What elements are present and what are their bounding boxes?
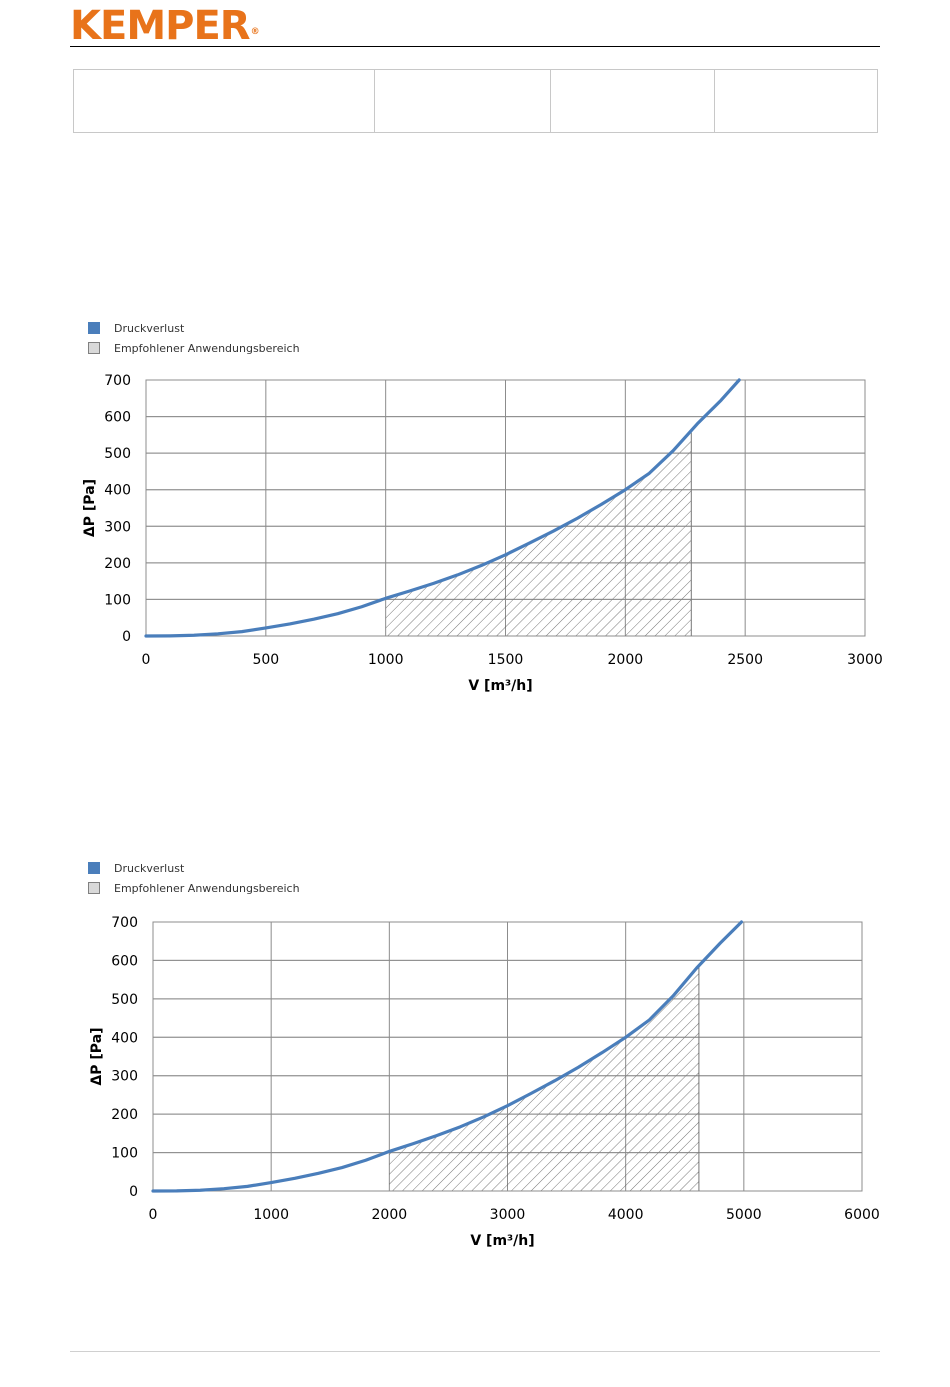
legend-item-anwendungsbereich: Empfohlener Anwendungsbereich	[88, 878, 300, 898]
legend-label: Druckverlust	[114, 321, 185, 335]
header-table-cell	[550, 69, 715, 133]
series-line-druckverlust	[151, 920, 744, 1193]
legend-item-druckverlust: Druckverlust	[88, 858, 300, 878]
y-tick-label: 400	[111, 1030, 138, 1046]
header-table-cell	[714, 69, 878, 133]
brand-name: KEMPER	[70, 3, 251, 49]
x-tick-label: 6000	[844, 1207, 880, 1223]
x-tick-label: 1500	[488, 652, 524, 668]
y-tick-label: 500	[104, 446, 131, 462]
y-tick-label: 100	[104, 592, 131, 608]
x-tick-label: 2000	[608, 652, 644, 668]
header-info-table	[73, 69, 878, 133]
recommended-range-area	[385, 430, 692, 636]
brand-logo: KEMPER®	[70, 3, 260, 49]
legend-item-anwendungsbereich: Empfohlener Anwendungsbereich	[88, 338, 300, 358]
legend-item-druckverlust: Druckverlust	[88, 318, 300, 338]
y-tick-label: 100	[111, 1146, 138, 1162]
recommended-range-area	[389, 965, 699, 1191]
chart-1-pressure-loss: 0 100 200 300 400 500 600 700 0 500 1000 1500 2000 25…	[82, 373, 883, 694]
y-tick-label: 600	[104, 410, 131, 426]
header-table-cell	[73, 69, 375, 133]
legend-swatch-area	[88, 882, 100, 894]
y-tick-label: 400	[104, 483, 131, 499]
x-tick-label: 0	[149, 1207, 158, 1223]
header-rule	[70, 46, 880, 47]
y-tick-label: 0	[129, 1184, 138, 1200]
x-axis-label: V [m³/h]	[468, 678, 532, 694]
header-table-row	[73, 69, 878, 133]
legend-swatch-line	[88, 862, 100, 874]
legend-label: Druckverlust	[114, 861, 185, 875]
x-tick-label: 3000	[847, 652, 883, 668]
x-tick-label: 3000	[490, 1207, 526, 1223]
y-tick-label: 500	[111, 992, 138, 1008]
x-tick-label: 5000	[726, 1207, 762, 1223]
header-table-cell	[374, 69, 551, 133]
x-tick-label: 1000	[253, 1207, 289, 1223]
y-tick-label: 300	[111, 1069, 138, 1085]
chart-2-pressure-loss: 0 100 200 300 400 500 600 700 0 1000 2000 3000 4000 5…	[89, 915, 880, 1249]
x-tick-label: 4000	[608, 1207, 644, 1223]
y-tick-label: 600	[111, 953, 138, 969]
x-tick-label: 1000	[368, 652, 404, 668]
x-tick-label: 0	[142, 652, 151, 668]
y-tick-label: 0	[122, 629, 131, 645]
legend-label: Empfohlener Anwendungsbereich	[114, 341, 300, 355]
series-line-druckverlust	[144, 378, 741, 638]
y-axis-label: ΔP [Pa]	[82, 479, 98, 537]
footer-rule	[70, 1351, 880, 1352]
y-tick-label: 200	[104, 556, 131, 572]
registered-mark: ®	[250, 27, 260, 37]
x-tick-label: 2500	[727, 652, 763, 668]
y-tick-label: 300	[104, 519, 131, 535]
legend-swatch-line	[88, 322, 100, 334]
chart-1-legend: Druckverlust Empfohlener Anwendungsberei…	[88, 318, 300, 358]
legend-swatch-area	[88, 342, 100, 354]
y-axis-label: ΔP [Pa]	[89, 1027, 105, 1085]
legend-label: Empfohlener Anwendungsbereich	[114, 881, 300, 895]
x-axis-label: V [m³/h]	[470, 1233, 534, 1249]
y-tick-label: 200	[111, 1107, 138, 1123]
chart-2-legend: Druckverlust Empfohlener Anwendungsberei…	[88, 858, 300, 898]
y-tick-label: 700	[104, 373, 131, 389]
y-tick-label: 700	[111, 915, 138, 931]
x-tick-label: 500	[252, 652, 279, 668]
x-tick-label: 2000	[372, 1207, 408, 1223]
